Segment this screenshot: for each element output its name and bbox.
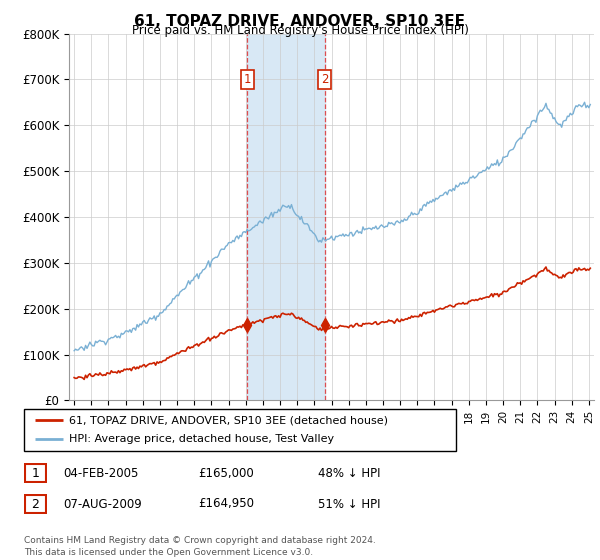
Text: 07-AUG-2009: 07-AUG-2009 bbox=[63, 497, 142, 511]
Text: 51% ↓ HPI: 51% ↓ HPI bbox=[318, 497, 380, 511]
Text: £165,000: £165,000 bbox=[198, 466, 254, 480]
Text: 04-FEB-2005: 04-FEB-2005 bbox=[63, 466, 139, 480]
Text: Contains HM Land Registry data © Crown copyright and database right 2024.
This d: Contains HM Land Registry data © Crown c… bbox=[24, 536, 376, 557]
Text: 61, TOPAZ DRIVE, ANDOVER, SP10 3EE (detached house): 61, TOPAZ DRIVE, ANDOVER, SP10 3EE (deta… bbox=[70, 415, 388, 425]
Text: Price paid vs. HM Land Registry's House Price Index (HPI): Price paid vs. HM Land Registry's House … bbox=[131, 24, 469, 37]
FancyBboxPatch shape bbox=[25, 464, 46, 482]
Text: 1: 1 bbox=[244, 73, 251, 86]
Text: HPI: Average price, detached house, Test Valley: HPI: Average price, detached house, Test… bbox=[70, 435, 334, 445]
Bar bbox=[247, 34, 325, 400]
FancyBboxPatch shape bbox=[25, 495, 46, 513]
Text: £164,950: £164,950 bbox=[198, 497, 254, 511]
Text: 2: 2 bbox=[321, 73, 328, 86]
Text: 61, TOPAZ DRIVE, ANDOVER, SP10 3EE: 61, TOPAZ DRIVE, ANDOVER, SP10 3EE bbox=[134, 14, 466, 29]
FancyBboxPatch shape bbox=[24, 409, 456, 451]
Text: 1: 1 bbox=[31, 466, 40, 480]
Text: 48% ↓ HPI: 48% ↓ HPI bbox=[318, 466, 380, 480]
Text: 2: 2 bbox=[31, 497, 40, 511]
